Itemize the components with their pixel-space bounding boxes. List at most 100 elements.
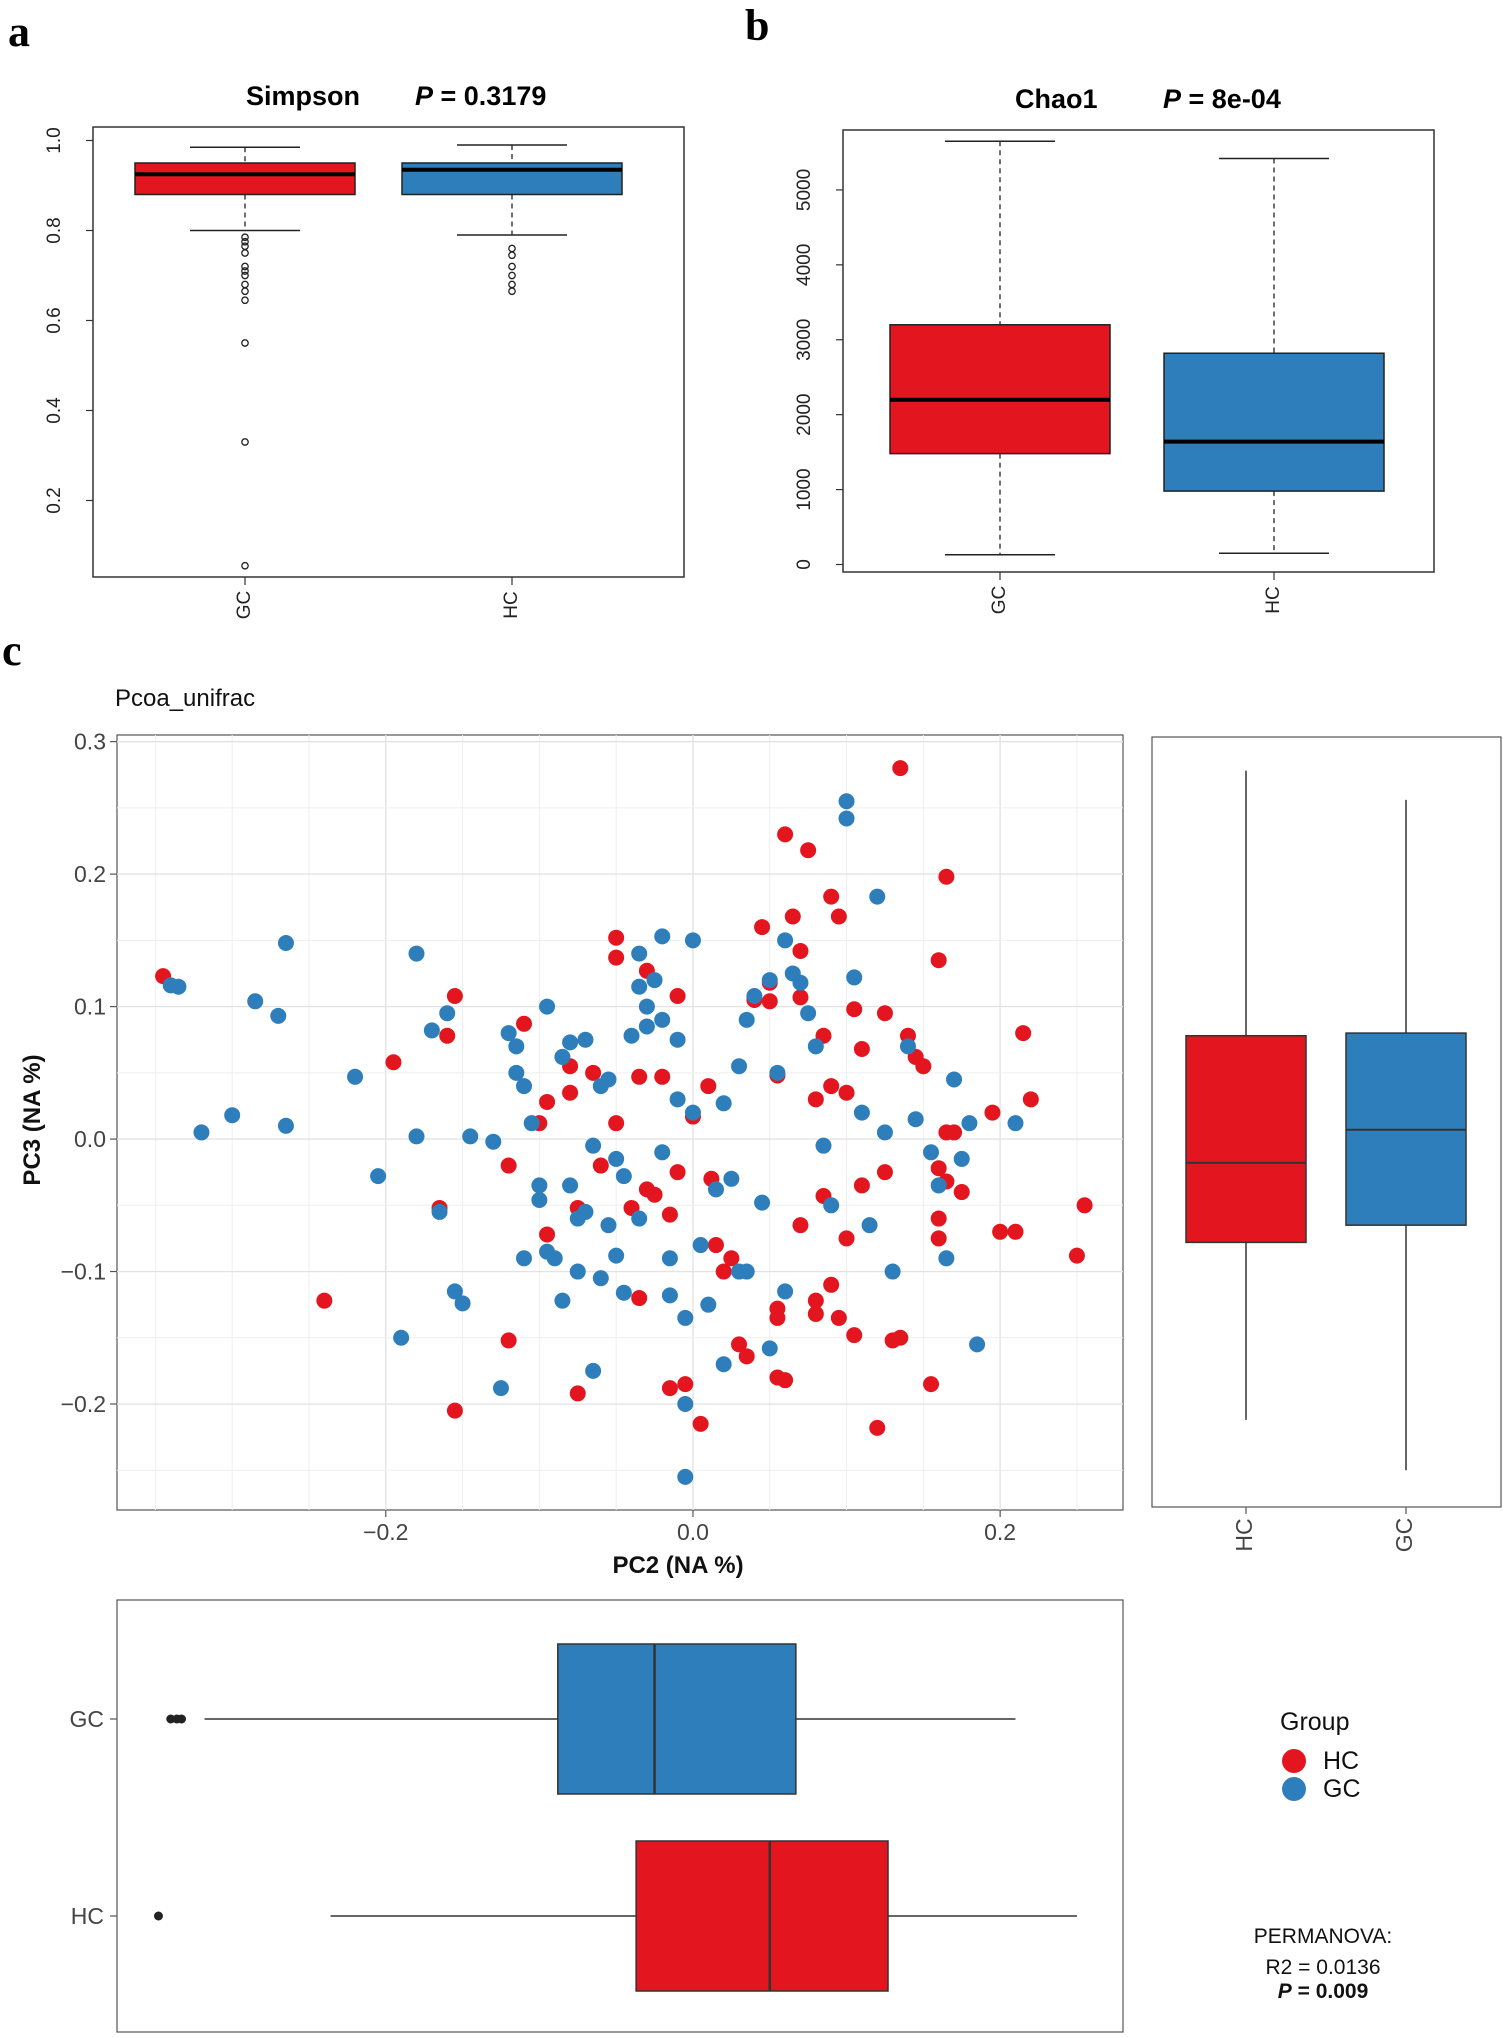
scatter-point-gc <box>600 1071 617 1088</box>
panel-a-ytick-label: 0.6 <box>44 307 65 333</box>
panel-a-outlier <box>241 561 249 570</box>
scatter-point-gc <box>754 1194 771 1211</box>
side-xtick-label: GC <box>1391 1518 1417 1553</box>
panel-b-frame <box>842 129 1435 573</box>
scatter-point-hc <box>953 1184 970 1201</box>
scatter-point-hc <box>539 1093 556 1110</box>
panel-a-outlier <box>241 237 249 246</box>
scatter-point-gc <box>869 888 886 905</box>
panel-c-title: Pcoa_unifrac <box>115 685 255 712</box>
permanova-title: PERMANOVA: <box>1254 1925 1392 1948</box>
panel-a-xtick-label: GC <box>234 591 255 620</box>
panel-a-box-gc <box>134 162 356 196</box>
scatter-ylabel: PC3 (NA %) <box>19 1054 46 1185</box>
panel-a-outlier <box>241 271 249 280</box>
panel-a-outlier <box>508 271 516 280</box>
scatter-point-hc <box>984 1104 1001 1121</box>
scatter-point-gc <box>738 1011 755 1028</box>
panel-b-box-gc <box>889 324 1111 455</box>
scatter-point-hc <box>938 868 955 885</box>
scatter-point-gc <box>615 1168 632 1185</box>
scatter-point-hc <box>500 1332 517 1349</box>
scatter-point-gc <box>631 1210 648 1227</box>
scatter-point-gc <box>961 1115 978 1132</box>
scatter-point-hc <box>761 993 778 1010</box>
bottom-ytick-label: GC <box>70 1706 105 1732</box>
scatter-point-gc <box>953 1150 970 1167</box>
scatter-point-hc <box>823 1276 840 1293</box>
side-box-frame <box>1151 736 1502 1508</box>
scatter-point-gc <box>661 1250 678 1267</box>
scatter-point-gc <box>946 1071 963 1088</box>
scatter-point-hc <box>1007 1223 1024 1240</box>
scatter-point-gc <box>777 1283 794 1300</box>
panel-b-ytick-label: 1000 <box>794 468 815 510</box>
panel-b-ytick-label: 2000 <box>794 394 815 436</box>
permanova-annotation: PERMANOVA: R2 = 0.0136 P = 0.009 <box>1254 1925 1392 2003</box>
scatter-point-gc <box>654 1144 671 1161</box>
scatter-point-hc <box>446 987 463 1004</box>
scatter-point-gc <box>577 1031 594 1048</box>
permanova-r2: R2 = 0.0136 <box>1265 1956 1380 1979</box>
scatter-point-gc <box>270 1007 287 1024</box>
scatter-point-hc <box>915 1058 932 1075</box>
panel-a-box-hc <box>401 162 623 196</box>
scatter-point-gc <box>677 1396 694 1413</box>
scatter-point-gc <box>884 1263 901 1280</box>
scatter-point-gc <box>692 1237 709 1254</box>
scatter-point-hc <box>853 1177 870 1194</box>
scatter-point-gc <box>454 1295 471 1312</box>
scatter-point-hc <box>777 1372 794 1389</box>
scatter-point-hc <box>792 942 809 959</box>
scatter-point-hc <box>930 952 947 969</box>
scatter-point-gc <box>500 1025 517 1042</box>
scatter-point-hc <box>930 1210 947 1227</box>
scatter-point-hc <box>876 1005 893 1022</box>
scatter-point-gc <box>715 1356 732 1373</box>
scatter-point-gc <box>930 1177 947 1194</box>
scatter-point-gc <box>347 1068 364 1085</box>
scatter-point-hc <box>439 1027 456 1044</box>
scatter-point-hc <box>677 1376 694 1393</box>
scatter-point-gc <box>193 1124 210 1141</box>
scatter-point-gc <box>853 1104 870 1121</box>
scatter-point-gc <box>623 1027 640 1044</box>
scatter-point-gc <box>577 1203 594 1220</box>
scatter-point-gc <box>439 1005 456 1022</box>
scatter-xtick-label: −0.2 <box>363 1519 408 1545</box>
scatter-point-hc <box>869 1419 886 1436</box>
scatter-point-gc <box>661 1287 678 1304</box>
scatter-point-hc <box>846 1327 863 1344</box>
scatter-point-gc <box>277 1117 294 1134</box>
panel-a-outlier <box>508 280 516 289</box>
scatter-point-gc <box>938 1250 955 1267</box>
scatter-point-hc <box>923 1376 940 1393</box>
scatter-ytick-label: 0.2 <box>74 861 106 887</box>
scatter-point-gc <box>408 945 425 962</box>
scatter-point-gc <box>516 1078 533 1095</box>
scatter-point-hc <box>700 1078 717 1095</box>
scatter-point-hc <box>446 1402 463 1419</box>
scatter-point-gc <box>654 928 671 945</box>
scatter-point-gc <box>777 932 794 949</box>
scatter-point-hc <box>654 1068 671 1085</box>
scatter-point-gc <box>370 1168 387 1185</box>
scatter-point-gc <box>969 1336 986 1353</box>
scatter-point-gc <box>715 1095 732 1112</box>
panel-a-ytick-label: 1.0 <box>44 127 65 153</box>
scatter-point-hc <box>830 1309 847 1326</box>
panel-b-ytick-label: 4000 <box>794 244 815 286</box>
panel-a-outlier <box>241 438 249 446</box>
scatter-point-gc <box>846 969 863 986</box>
scatter-point-hc <box>754 919 771 936</box>
scatter-point-hc <box>608 949 625 966</box>
panel-a-outlier <box>241 287 249 296</box>
scatter-point-hc <box>792 1217 809 1234</box>
panel-c-letter: c <box>2 626 22 675</box>
scatter-point-hc <box>946 1124 963 1141</box>
scatter-ytick-label: 0.3 <box>74 729 106 755</box>
scatter-point-gc <box>654 1011 671 1028</box>
scatter-point-gc <box>669 1031 686 1048</box>
scatter-point-hc <box>830 908 847 925</box>
panel-a-outlier <box>241 339 249 347</box>
